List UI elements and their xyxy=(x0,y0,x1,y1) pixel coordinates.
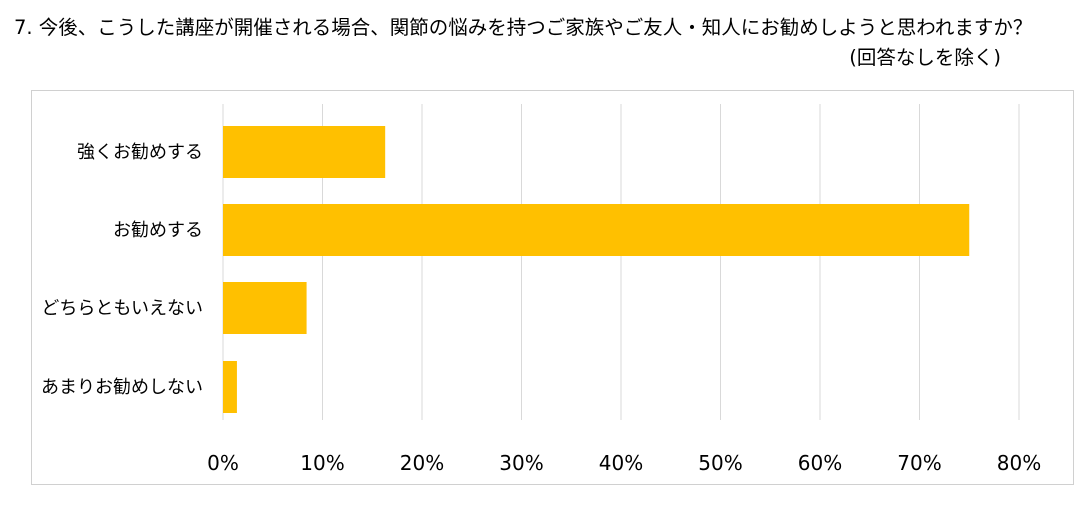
question-title: 7. 今後、こうした講座が開催される場合、関節の悩みを持つご家族やご友人・知人に… xyxy=(14,16,1033,39)
x-tick-label: 40% xyxy=(599,451,643,475)
category-label: 強くお勧めする xyxy=(77,142,203,163)
x-tick-label: 30% xyxy=(499,451,543,475)
x-tick-label: 0% xyxy=(207,451,239,475)
x-tick-label: 50% xyxy=(698,451,742,475)
x-tick-label: 10% xyxy=(300,451,344,475)
chart-frame xyxy=(31,90,1074,485)
question-note: (回答なしを除く) xyxy=(849,46,1001,69)
bar xyxy=(223,204,970,256)
x-tick-label: 70% xyxy=(897,451,941,475)
bar xyxy=(223,361,237,413)
x-tick-label: 60% xyxy=(798,451,842,475)
category-label: どちらともいえない xyxy=(41,298,203,319)
x-tick-label: 80% xyxy=(997,451,1041,475)
bar xyxy=(223,282,307,334)
bar xyxy=(223,126,386,178)
x-tick-label: 20% xyxy=(400,451,444,475)
category-label: あまりお勧めしない xyxy=(41,377,203,398)
category-label: お勧めする xyxy=(113,220,203,241)
